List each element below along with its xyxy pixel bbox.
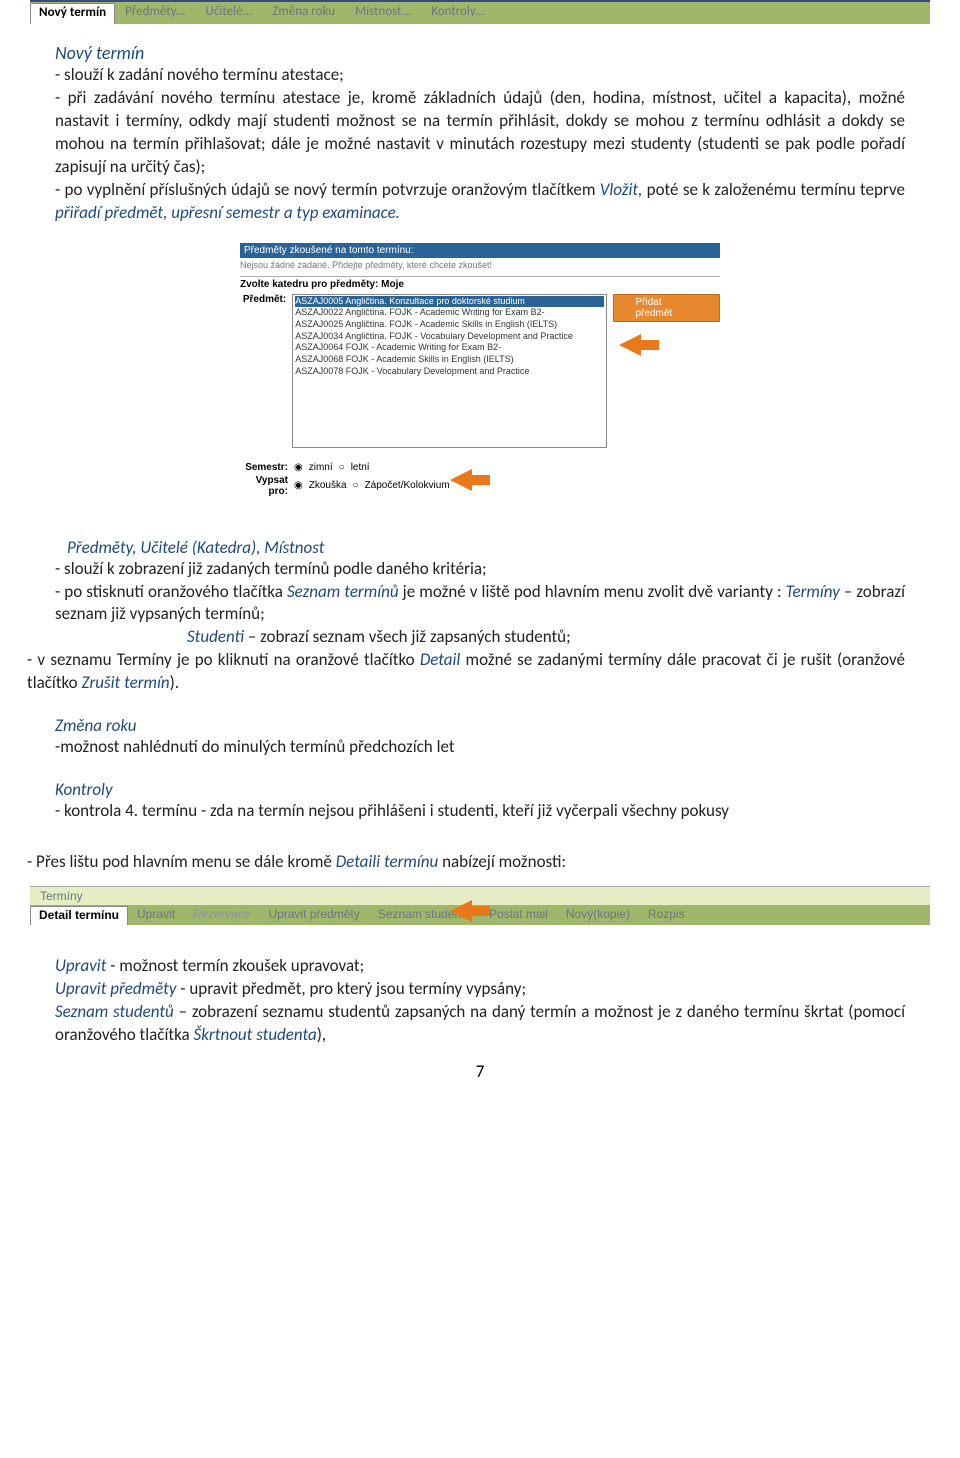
subject-listbox[interactable]: ASZAJ0005 Angličtina. Konzultace pro dok…	[292, 294, 606, 448]
heading-zmena-roku: Změna roku	[55, 715, 905, 736]
list-item[interactable]: ASZAJ0025 Angličtina. FOJK - Academic Sk…	[295, 319, 603, 331]
zrusit-ref: Zrušit termín	[82, 672, 170, 693]
tab-ucitele[interactable]: Učitelé...	[196, 2, 263, 24]
list-item[interactable]: ASZAJ0068 FOJK - Academic Skills in Engl…	[295, 354, 603, 366]
terminy-ref: Termíny	[786, 581, 840, 602]
detail-ref: Detail	[420, 649, 461, 670]
arrow-icon	[619, 334, 641, 356]
predmet-label: Předmět:	[240, 294, 286, 305]
sec6-l2: Upravit předměty - upravit předmět, pro …	[55, 978, 905, 1001]
t: ),	[317, 1024, 326, 1045]
radio-zkouska-label: Zkouška	[309, 480, 347, 491]
radio-letni-label: letní	[351, 462, 370, 473]
sec4-l1: - kontrola 4. termínu - zda na termín ne…	[55, 800, 905, 823]
subject-assign-panel: Předměty zkoušené na tomto termínu: Nejs…	[240, 243, 720, 497]
semestr-label: Semestr:	[240, 462, 288, 473]
detail-tab-screenshot: Termíny Detail termínu Upravit Rezervace…	[30, 886, 930, 925]
seznam-studentu-ref: Seznam studentů	[55, 1001, 174, 1022]
sec2-l3: Studenti – zobrazí seznam všech již zaps…	[187, 626, 905, 649]
tab-upravit-predmety[interactable]: Upravit předměty	[259, 905, 368, 925]
sec2-l2: - po stisknutí oranžového tlačítka Sezna…	[55, 581, 905, 627]
list-item[interactable]: ASZAJ0022 Angličtina. FOJK - Academic Wr…	[295, 307, 603, 319]
sec1-line1: - slouží k zadání nového termínu atestac…	[55, 64, 905, 87]
t: - po stisknutí oranžového tlačítka	[55, 581, 287, 602]
katedra-label: Zvolte katedru pro předměty: Moje	[240, 279, 720, 290]
t: ).	[170, 672, 179, 693]
tab-mistnost[interactable]: Místnost...	[345, 2, 421, 24]
studenti-ref: Studenti	[187, 626, 244, 647]
radio-zkouska[interactable]: ◉	[294, 480, 303, 491]
sec3-l1: -možnost nahlédnutí do minulých termínů …	[55, 736, 905, 759]
t: - v seznamu Termíny je po kliknutí na or…	[27, 649, 420, 670]
t: je možné v liště pod hlavním menu zvolit…	[399, 581, 786, 602]
panel-header: Předměty zkoušené na tomto termínu:	[240, 243, 720, 258]
tab-rezervace[interactable]: Rezervace	[184, 905, 259, 925]
vypsat-label: Vypsat pro:	[240, 475, 288, 497]
tab-predmety[interactable]: Předměty...	[115, 2, 195, 24]
seznam-terminu-ref: Seznam termínů	[287, 581, 399, 602]
pre-terminy[interactable]: Termíny	[40, 889, 83, 903]
radio-letni[interactable]: ○	[339, 462, 345, 473]
heading-predmety-ucitele: Předměty, Učitelé (Katedra), Místnost	[67, 537, 905, 558]
skrtnout-studenta-ref: Škrtnout studenta	[194, 1024, 317, 1045]
list-item[interactable]: ASZAJ0034 Angličtina. FOJK - Vocabulary …	[295, 331, 603, 343]
arrow-icon	[450, 469, 472, 491]
vlozit-ref: Vložit,	[600, 179, 643, 200]
detaili-terminu-ref: Detaili termínu	[336, 851, 439, 872]
sec1-line3: - po vyplnění příslušných údajů se nový …	[55, 179, 905, 225]
page-number: 7	[55, 1061, 905, 1082]
radio-zapocet-label: Zápočet/Kolokvium	[365, 480, 450, 491]
heading-novy-termin: Nový termín	[55, 42, 905, 64]
radio-zimni-label: zimní	[309, 462, 333, 473]
tab-novy-kopie[interactable]: Nový(kopie)	[557, 905, 639, 925]
tab-novy-termin[interactable]: Nový termín	[30, 3, 115, 24]
sec1-p3c: poté se k založenému termínu teprve	[642, 179, 905, 200]
tab-detail-terminu[interactable]: Detail termínu	[30, 906, 128, 925]
tab-rozpis[interactable]: Rozpis	[639, 905, 694, 925]
add-subject-button[interactable]: Přidat předmět	[613, 294, 721, 322]
sec2-l1: - slouží k zobrazení již zadaných termín…	[55, 558, 905, 581]
radio-zapocet[interactable]: ○	[353, 480, 359, 491]
sec1-p3a: - po vyplnění příslušných údajů se nový …	[55, 179, 600, 200]
t: – zobrazí seznam všech již zapsaných stu…	[244, 626, 571, 647]
tab-kontroly[interactable]: Kontroly...	[421, 2, 494, 24]
no-subjects-msg: Nejsou žádné zadané. Přidejte předměty, …	[240, 260, 720, 270]
sec1-line2: - při zadávání nového termínu atestace j…	[55, 87, 905, 179]
tab-upravit[interactable]: Upravit	[128, 905, 184, 925]
tab-zmena-roku[interactable]: Změna roku	[262, 2, 345, 24]
t: - možnost termín zkoušek upravovat;	[106, 955, 364, 976]
t: nabízejí možnosti:	[438, 851, 566, 872]
radio-zimni[interactable]: ◉	[294, 462, 303, 473]
list-item[interactable]: ASZAJ0005 Angličtina. Konzultace pro dok…	[295, 296, 603, 308]
upravit-predmety-ref: Upravit předměty	[55, 978, 176, 999]
tab-poslat-mail[interactable]: Poslat mail	[480, 905, 557, 925]
sec6-l3: Seznam studentů – zobrazení seznamu stud…	[55, 1001, 905, 1047]
sec1-p3d: přiřadí předmět, upřesní semestr a typ e…	[55, 202, 400, 223]
t: - upravit předmět, pro který jsou termín…	[176, 978, 526, 999]
arrow-icon	[450, 900, 472, 922]
list-item[interactable]: ASZAJ0078 FOJK - Vocabulary Development …	[295, 366, 603, 378]
upravit-ref: Upravit	[55, 955, 106, 976]
sec6-l1: Upravit - možnost termín zkoušek upravov…	[55, 955, 905, 978]
top-tab-bar: Nový termín Předměty... Učitelé... Změna…	[30, 0, 930, 24]
heading-kontroly: Kontroly	[55, 779, 905, 800]
list-item[interactable]: ASZAJ0064 FOJK - Academic Writing for Ex…	[295, 342, 603, 354]
sec5-l1: - Přes lištu pod hlavním menu se dále kr…	[27, 851, 905, 874]
t: – zobrazení seznamu studentů zapsaných n…	[55, 1001, 905, 1045]
sec2-l4: - v seznamu Termíny je po kliknutí na or…	[27, 649, 905, 695]
t: - Přes lištu pod hlavním menu se dále kr…	[27, 851, 336, 872]
